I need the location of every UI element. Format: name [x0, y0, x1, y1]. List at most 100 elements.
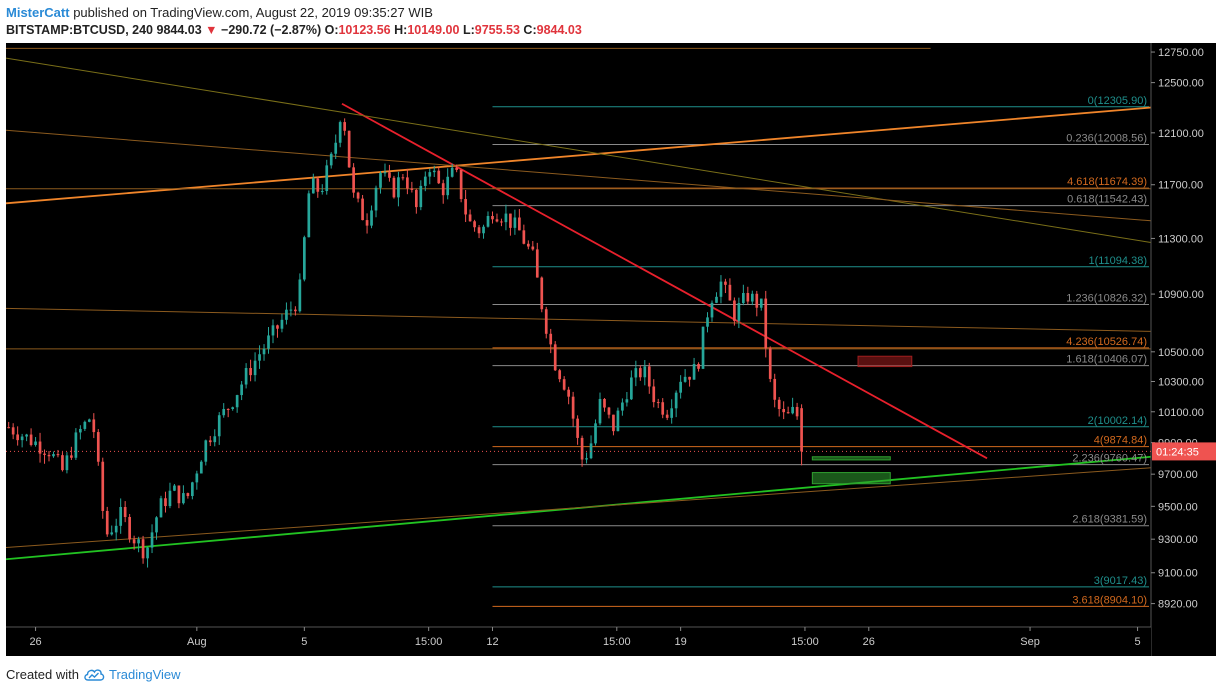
trend-line [6, 467, 1152, 549]
author-name[interactable]: MisterCatt [6, 5, 70, 20]
close-value: 9844.03 [536, 23, 582, 37]
candle-body [710, 302, 714, 318]
candle-body [549, 333, 553, 345]
fib-levels [492, 106, 1149, 607]
candle-body [782, 409, 786, 413]
open-label: O: [324, 23, 339, 37]
fib-level-label: 0.236(12008.56) [1066, 133, 1147, 145]
candle-body [468, 214, 472, 222]
candle-body [674, 392, 678, 409]
candle-body [755, 293, 759, 308]
candle-body [558, 370, 562, 380]
candle-body [87, 419, 91, 422]
candle-body [83, 421, 87, 429]
candle-body [141, 539, 145, 559]
candle-body [562, 379, 566, 390]
fib-level-label: 4.236(10526.74) [1066, 336, 1147, 348]
candle-body [634, 368, 638, 378]
candle-body [379, 173, 382, 188]
candle-body [320, 191, 324, 193]
candle-body [204, 440, 208, 462]
target-box [811, 472, 891, 485]
candle-body [414, 189, 418, 208]
candle-body [253, 360, 257, 376]
candle-body [70, 455, 73, 458]
candle-body [459, 169, 463, 200]
candle-body [535, 249, 539, 278]
candle-body [159, 498, 163, 518]
candle-body [222, 408, 226, 416]
candle-body [683, 376, 687, 382]
candle-body [7, 427, 11, 429]
candle-body [518, 217, 521, 231]
candle-body [316, 178, 320, 192]
trend-line [6, 307, 1152, 332]
candle-body [343, 122, 347, 131]
candle-body [267, 335, 270, 349]
candle-body [509, 213, 512, 228]
candle-body [294, 309, 297, 312]
candle-body [137, 539, 140, 544]
time-tick-label: 19 [675, 636, 687, 648]
candle-body [213, 436, 217, 443]
candle-body [553, 344, 557, 371]
candle-body [392, 177, 396, 198]
candle-body [450, 167, 454, 177]
candle-body [329, 153, 333, 166]
trend-line [6, 106, 1152, 205]
price-chart[interactable]: 0(12305.90) 0.236(12008.56) 4.618(11674.39… [6, 43, 1216, 656]
candle-body [692, 363, 696, 380]
candle-body [607, 407, 611, 415]
candle-body [441, 183, 445, 196]
candle-body [244, 368, 248, 385]
price-change: −290.72 (−2.87%) [221, 23, 322, 37]
price-axis-panel[interactable] [1151, 43, 1216, 656]
candle-body [397, 177, 400, 198]
fib-level-label: 2.618(9381.59) [1072, 514, 1147, 526]
fib-level-label: 3(9017.43) [1094, 575, 1147, 587]
fib-level-label: 2(10002.14) [1088, 415, 1147, 427]
candle-body [298, 279, 302, 312]
candle-body [647, 366, 651, 387]
candle-body [531, 246, 535, 250]
candle-body [352, 167, 355, 193]
candle-body [280, 319, 284, 329]
candle-body [177, 485, 181, 504]
target-boxes [811, 355, 913, 485]
candle-body [374, 187, 378, 211]
candle-body [697, 363, 700, 369]
time-tick-label: 15:00 [603, 636, 631, 648]
candle-body [410, 188, 414, 190]
candle-body [746, 293, 750, 302]
time-axis-panel[interactable] [6, 627, 1151, 656]
candle-body [737, 303, 741, 321]
candle-body [777, 399, 781, 410]
price-tick-label: 10300.00 [1158, 377, 1204, 389]
candle-body [791, 406, 794, 414]
price-tick-label: 9500.00 [1158, 501, 1198, 513]
candle-body [482, 226, 485, 234]
candle-body [186, 493, 190, 497]
candle-body [195, 473, 199, 483]
candle-body [406, 177, 409, 189]
candle-body [598, 398, 602, 424]
fib-level-label: 1(11094.38) [1088, 255, 1147, 267]
candle-body [764, 298, 768, 349]
time-tick-label: 5 [1134, 636, 1140, 648]
price-badge-bg [1152, 442, 1216, 461]
candle-body [625, 399, 629, 403]
candle-body [132, 539, 136, 544]
time-tick-label: 26 [863, 636, 875, 648]
candle-body [491, 216, 494, 220]
candle-body [47, 454, 51, 457]
candle-body [661, 402, 665, 415]
symbol-label: BITSTAMP:BTCUSD, 240 [6, 23, 154, 37]
last-price: 9844.03 [156, 23, 202, 37]
candle-body [191, 482, 194, 497]
candle-body [724, 281, 727, 285]
tradingview-brand-link[interactable]: TradingView [108, 666, 181, 682]
candle-body [52, 454, 55, 457]
price-tick-label: 10100.00 [1158, 407, 1204, 419]
candles [7, 118, 803, 568]
candle-body [56, 454, 60, 456]
